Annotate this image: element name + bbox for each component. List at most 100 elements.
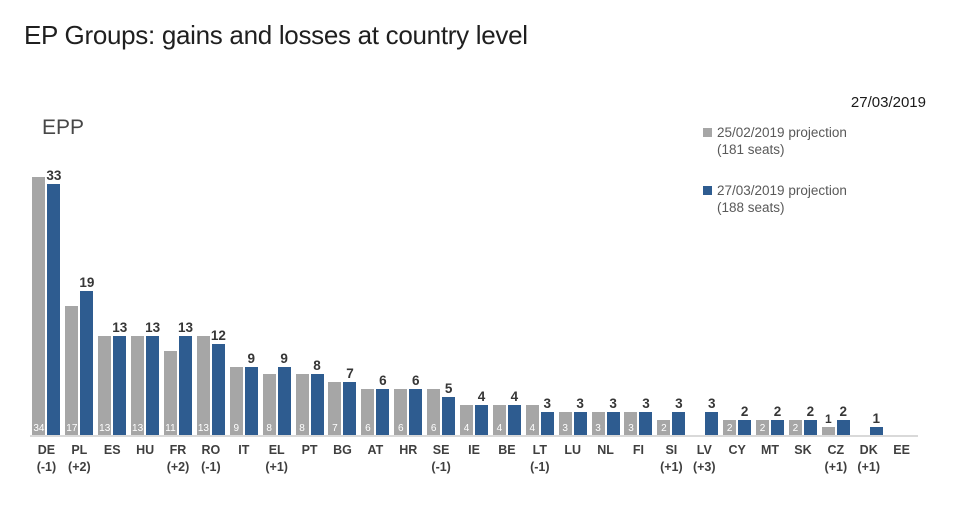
- bar-current-FR: 13: [178, 320, 193, 435]
- legend-label: 27/03/2019 projection (188 seats): [717, 183, 847, 215]
- country-code-RO: RO: [201, 443, 221, 457]
- delta-label-IE: [458, 460, 491, 474]
- bar-previous-EL: 8: [262, 374, 276, 435]
- x-label-group-FR: FR (+2): [162, 443, 195, 474]
- delta-label-RO: (-1): [201, 460, 221, 474]
- value-label-current-LT: 3: [543, 396, 552, 412]
- x-label-group-EL: EL (+1): [260, 443, 293, 474]
- bar-previous-DE: 34: [32, 176, 46, 435]
- value-label-previous-RO: 13: [197, 423, 209, 434]
- delta-label-LT: (-1): [530, 460, 550, 474]
- value-label-current-AT: 6: [379, 373, 387, 389]
- x-label-group-SI: SI (+1): [655, 443, 688, 474]
- bar-previous-SE: 6: [427, 389, 441, 435]
- bar-current-FI: 3: [639, 396, 653, 435]
- value-label-current-MT: 2: [773, 403, 782, 419]
- legend-item-previous-projection: 25/02/2019 projection (181 seats): [703, 124, 847, 158]
- bar-previous-SI: 2: [657, 419, 671, 435]
- bar-previous-HR: 6: [394, 389, 408, 435]
- country-code-PL: PL: [71, 443, 88, 457]
- x-label-group-EE: EE: [885, 443, 918, 474]
- delta-label-SI: (+1): [660, 460, 683, 474]
- value-label-previous-BG: 7: [332, 423, 338, 434]
- country-code-PT: PT: [301, 443, 318, 457]
- bar-current-DK: 1: [869, 411, 883, 435]
- country-code-DE: DE: [37, 443, 56, 457]
- x-label-group-MT: MT: [754, 443, 787, 474]
- delta-label-SE: (-1): [431, 460, 451, 474]
- bar-current-IE: 4: [475, 389, 489, 435]
- bar-previous-ES: 13: [98, 336, 112, 435]
- x-label-group-SK: SK: [786, 443, 819, 474]
- country-code-FR: FR: [169, 443, 187, 457]
- value-label-previous-CY: 2: [726, 423, 733, 434]
- value-label-current-PT: 8: [313, 358, 321, 374]
- value-label-previous-EL: 8: [266, 423, 272, 434]
- bar-group-RO: 13 12: [194, 137, 227, 435]
- bar-previous-SK: 2: [788, 419, 802, 435]
- bar-previous-FR: 11: [164, 351, 177, 435]
- value-label-current-NL: 3: [609, 396, 617, 412]
- country-code-IT: IT: [238, 443, 250, 457]
- bar-current-EL: 9: [277, 351, 291, 435]
- bar-current-NL: 3: [606, 396, 620, 435]
- value-label-previous-PL: 17: [66, 423, 78, 434]
- value-label-current-SK: 2: [806, 403, 815, 419]
- value-label-current-LU: 3: [576, 396, 584, 412]
- country-code-LV: LV: [696, 443, 712, 457]
- x-label-group-CZ: CZ (+1): [819, 443, 852, 474]
- x-label-group-RO: RO (-1): [194, 443, 227, 474]
- value-label-current-CZ: 2: [839, 403, 848, 419]
- value-label-previous-SK: 2: [792, 423, 799, 434]
- bar-previous-PL: 17: [65, 305, 79, 435]
- x-label-group-SE: SE (-1): [425, 443, 458, 474]
- chart-group-title: EPP: [42, 116, 85, 139]
- x-axis: DE (-1) PL (+2) ES HU FR (+2) RO (-1) IT EL (+1) PT BG…: [30, 443, 918, 474]
- bar-previous-AT: 6: [361, 389, 375, 435]
- delta-label-IT: [227, 460, 260, 474]
- country-code-CY: CY: [728, 443, 746, 457]
- value-label-previous-IE: 4: [463, 423, 470, 434]
- legend-item-current-projection: 27/03/2019 projection (188 seats): [703, 182, 847, 216]
- value-label-current-HR: 6: [411, 373, 420, 389]
- value-label-previous-SI: 2: [661, 423, 667, 434]
- delta-label-CZ: (+1): [824, 460, 848, 474]
- country-code-SI: SI: [665, 443, 678, 457]
- bar-current-LU: 3: [573, 396, 587, 435]
- country-code-DK: DK: [859, 443, 878, 457]
- value-label-previous-LT: 4: [529, 423, 536, 434]
- bar-previous-CZ: 1: [821, 412, 835, 435]
- bar-current-SI: 3: [672, 396, 686, 435]
- bar-previous-NL: 3: [591, 412, 605, 435]
- x-label-group-IT: IT: [227, 443, 260, 474]
- value-label-current-BG: 7: [346, 365, 354, 381]
- bar-previous-LT: 4: [525, 404, 539, 435]
- x-label-group-BE: BE: [490, 443, 523, 474]
- value-label-current-EL: 9: [280, 350, 288, 366]
- value-label-current-DK: 1: [872, 411, 880, 427]
- bar-previous-BG: 7: [328, 381, 342, 435]
- bar-previous-MT: 2: [756, 419, 770, 435]
- bar-current-RO: 12: [211, 328, 226, 435]
- x-label-group-DK: DK (+1): [852, 443, 885, 474]
- x-label-group-LU: LU: [556, 443, 589, 474]
- bar-previous-HU: 13: [131, 336, 145, 435]
- value-label-previous-PT: 8: [299, 423, 305, 434]
- value-label-previous-ES: 13: [99, 423, 111, 434]
- country-code-HR: HR: [399, 443, 418, 457]
- value-label-current-RO: 12: [210, 327, 226, 343]
- x-label-group-PL: PL (+2): [63, 443, 96, 474]
- value-label-previous-AT: 6: [365, 423, 371, 434]
- delta-label-HU: [129, 460, 162, 474]
- country-code-SK: SK: [794, 443, 812, 457]
- legend-swatch-gray: [703, 128, 712, 137]
